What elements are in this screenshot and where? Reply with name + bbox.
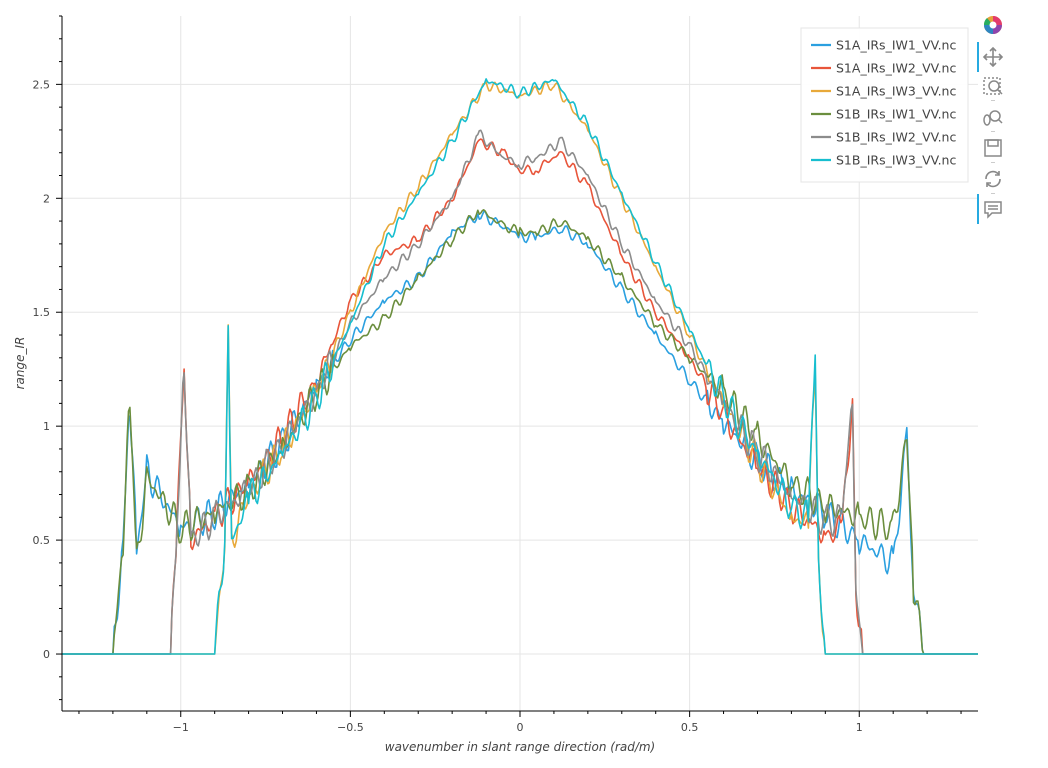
hover-icon[interactable]: [982, 199, 1004, 221]
toolbar-separator: [991, 193, 995, 194]
toolbar-separator: [991, 100, 995, 101]
axes: −1 −0.5 0 0.5 1 0 0.5 1 1.5 2 2.5: [33, 15, 978, 734]
reset-icon[interactable]: [982, 168, 1004, 190]
pan-icon[interactable]: [982, 46, 1004, 68]
legend-label[interactable]: S1A_IRs_IW2_VV.nc: [836, 61, 956, 76]
x-tick-label: −1: [173, 721, 189, 734]
bokeh-logo-icon[interactable]: [982, 14, 1004, 36]
save-icon[interactable]: [982, 137, 1004, 159]
y-tick-label: 1.5: [33, 306, 51, 319]
y-tick-label: 2.5: [33, 78, 51, 91]
x-tick-label: −0.5: [337, 721, 364, 734]
y-tick-label: 0.5: [33, 534, 51, 547]
series-line-6: [62, 78, 978, 655]
series-line-5: [62, 129, 978, 655]
hover-active-indicator: [977, 194, 979, 224]
legend-box: [800, 27, 969, 183]
series-line-2: [62, 138, 978, 655]
toolbar-separator: [991, 162, 995, 163]
y-axis-title: range_IR: [13, 337, 27, 390]
y-tick-label: 1: [43, 420, 50, 433]
pan-active-indicator: [977, 42, 979, 72]
legend-label[interactable]: S1A_IRs_IW1_VV.nc: [836, 38, 956, 53]
legend[interactable]: S1A_IRs_IW1_VV.nc S1A_IRs_IW2_VV.nc S1A_IR…: [800, 27, 969, 183]
y-tick-label: 2: [43, 192, 50, 205]
toolbar: [977, 14, 1008, 234]
legend-label[interactable]: S1B_IRs_IW3_VV.nc: [836, 153, 956, 168]
legend-label[interactable]: S1B_IRs_IW2_VV.nc: [836, 130, 956, 145]
x-tick-label: 0.5: [681, 721, 699, 734]
x-tick-label: 0: [517, 721, 524, 734]
legend-label[interactable]: S1B_IRs_IW1_VV.nc: [836, 107, 956, 122]
x-axis-title: wavenumber in slant range direction (rad…: [385, 740, 656, 754]
box-zoom-icon[interactable]: [982, 76, 1004, 98]
x-tick-label: 1: [856, 721, 863, 734]
y-tick-label: 0: [43, 648, 50, 661]
series-layer: [62, 78, 978, 655]
legend-label[interactable]: S1A_IRs_IW3_VV.nc: [836, 84, 956, 99]
toolbar-separator: [991, 131, 995, 132]
wheel-zoom-icon[interactable]: [982, 107, 1004, 129]
